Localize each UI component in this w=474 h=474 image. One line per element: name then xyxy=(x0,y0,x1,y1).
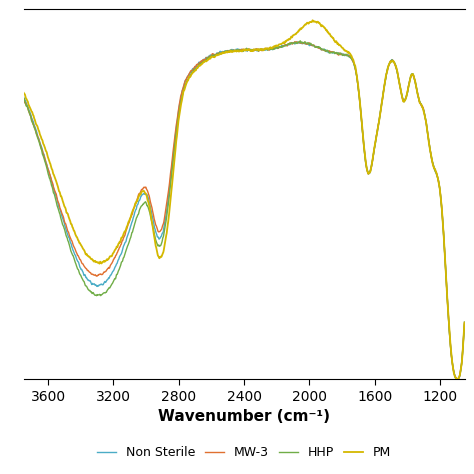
PM xyxy=(462,319,467,325)
MW-3 xyxy=(462,320,467,326)
HHP xyxy=(462,321,467,327)
Non Sterile xyxy=(21,94,27,100)
PM xyxy=(454,376,459,382)
Non Sterile xyxy=(406,83,411,89)
Line: MW-3: MW-3 xyxy=(24,42,465,379)
MW-3 xyxy=(455,376,460,382)
HHP xyxy=(209,54,215,59)
Non Sterile xyxy=(71,249,77,255)
HHP xyxy=(453,376,459,382)
HHP xyxy=(454,376,460,382)
MW-3 xyxy=(71,244,77,250)
Line: Non Sterile: Non Sterile xyxy=(24,42,465,381)
Non Sterile xyxy=(453,375,459,381)
PM xyxy=(190,70,196,76)
HHP xyxy=(297,38,303,44)
MW-3 xyxy=(21,96,27,102)
PM xyxy=(21,90,27,96)
HHP xyxy=(71,255,77,261)
X-axis label: Wavenumber (cm⁻¹): Wavenumber (cm⁻¹) xyxy=(158,409,330,424)
Legend: Non Sterile, MW-3, HHP, PM: Non Sterile, MW-3, HHP, PM xyxy=(92,441,396,464)
PM xyxy=(310,18,316,23)
Line: HHP: HHP xyxy=(24,41,465,379)
MW-3 xyxy=(453,375,459,381)
MW-3 xyxy=(190,67,196,73)
HHP xyxy=(21,96,27,101)
Non Sterile xyxy=(462,319,467,325)
Non Sterile xyxy=(209,53,215,58)
PM xyxy=(453,376,459,382)
PM xyxy=(209,54,215,60)
Line: PM: PM xyxy=(24,20,465,379)
MW-3 xyxy=(97,272,103,277)
PM xyxy=(71,228,77,234)
Non Sterile xyxy=(297,39,302,45)
MW-3 xyxy=(294,39,300,45)
HHP xyxy=(97,292,103,298)
Non Sterile xyxy=(190,66,196,72)
MW-3 xyxy=(209,52,215,58)
Non Sterile xyxy=(455,378,461,383)
Non Sterile xyxy=(97,282,103,288)
HHP xyxy=(406,83,411,89)
HHP xyxy=(190,70,196,75)
PM xyxy=(97,259,103,264)
PM xyxy=(406,83,411,89)
MW-3 xyxy=(406,83,411,89)
